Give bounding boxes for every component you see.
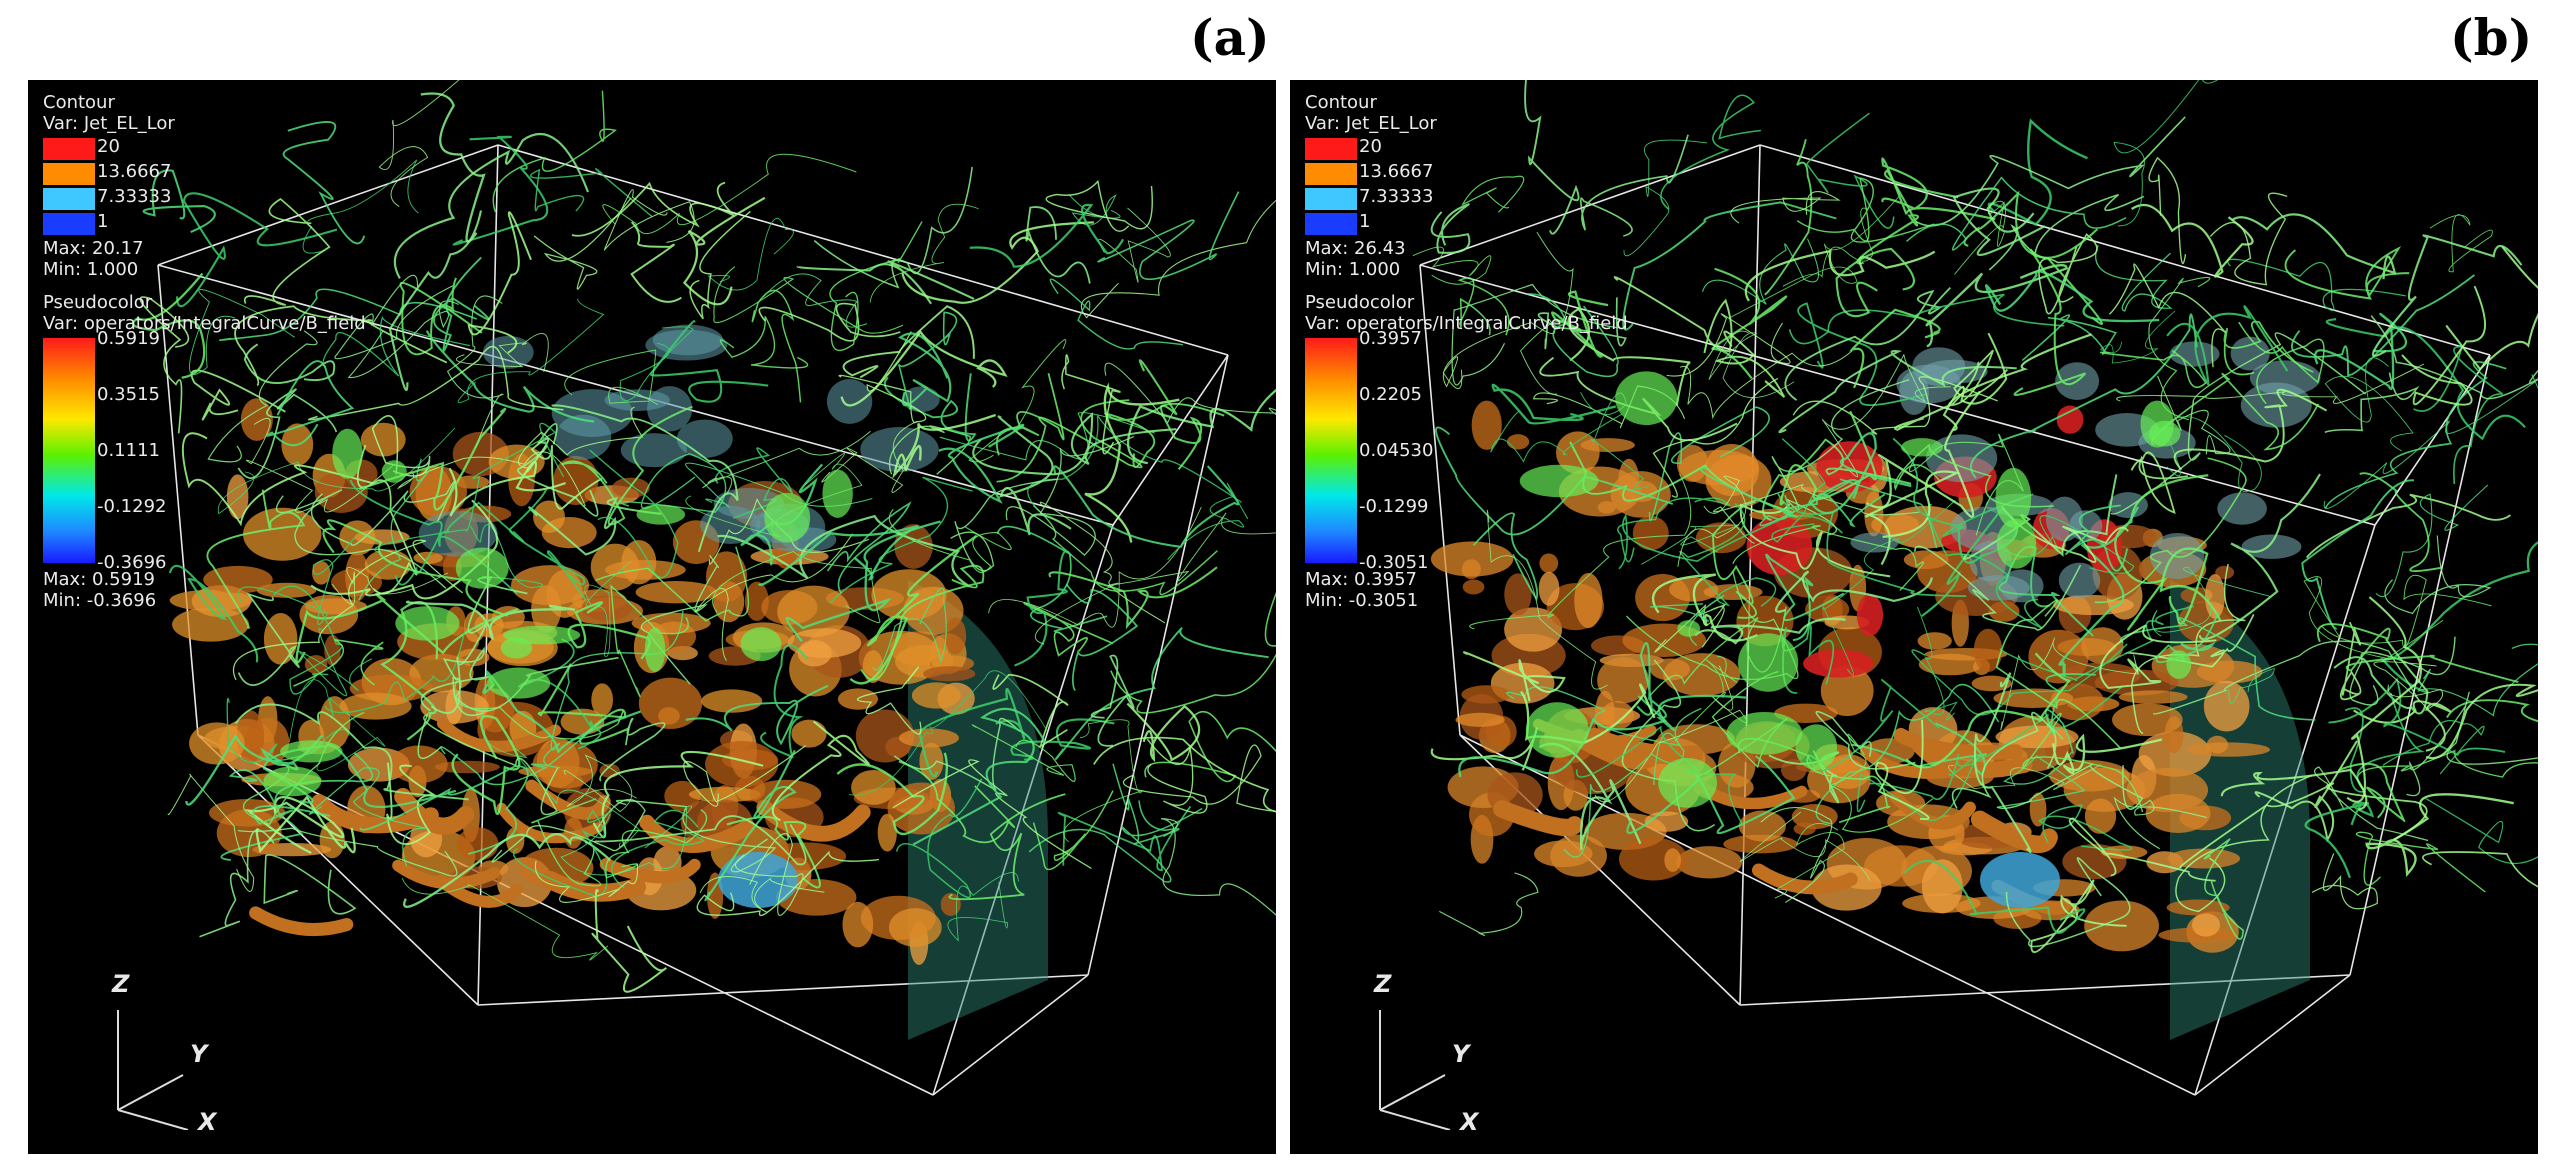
pseudocolor-tick: 0.5919	[97, 328, 160, 349]
contour-swatch-3	[1305, 213, 1357, 235]
panel-a-legend: Contour Var: Jet_EL_Lor 20 13.6667 7.333…	[43, 92, 366, 611]
z-axis-label: Z	[112, 970, 130, 998]
contour-swatch-1	[1305, 163, 1357, 185]
pseudocolor-tick: 0.04530	[1359, 440, 1434, 461]
contour-level-label: 7.33333	[1359, 186, 1434, 207]
pseudocolor-min: Min: -0.3051	[1305, 590, 1419, 611]
contour-min: Min: 1.000	[43, 259, 139, 280]
contour-title: Contour	[1305, 92, 1377, 113]
contour-levels: 20 13.6667 7.33333 1	[43, 136, 366, 238]
pseudocolor-colorbar: 0.5919 0.3515 0.1111 -0.1292 -0.3696	[43, 328, 366, 573]
y-axis-label: Y	[1452, 1040, 1470, 1068]
contour-var: Var: Jet_EL_Lor	[43, 113, 175, 134]
pseudocolor-tick: -0.3696	[97, 552, 167, 573]
contour-level-label: 13.6667	[1359, 161, 1434, 182]
contour-title: Contour	[43, 92, 115, 113]
pseudocolor-tick: -0.1292	[97, 496, 167, 517]
contour-level-label: 1	[1359, 211, 1371, 232]
contour-level-label: 1	[97, 211, 109, 232]
contour-var: Var: Jet_EL_Lor	[1305, 113, 1437, 134]
pseudocolor-var: Var: operators/IntegralCurve/B_field	[43, 313, 366, 334]
contour-levels: 20 13.6667 7.33333 1	[1305, 136, 1628, 238]
pseudocolor-var: Var: operators/IntegralCurve/B_field	[1305, 313, 1628, 334]
pseudocolor-tick: 0.2205	[1359, 384, 1422, 405]
contour-swatch-2	[1305, 188, 1357, 210]
pseudocolor-max: Max: 0.5919	[43, 569, 155, 590]
contour-swatch-0	[43, 138, 95, 160]
field-lines	[1412, 80, 2538, 953]
panel-b-3d-render	[1412, 80, 2538, 1096]
pseudocolor-tick: 0.3515	[97, 384, 160, 405]
contour-max: Max: 26.43	[1305, 238, 1406, 259]
contour-max: Max: 20.17	[43, 238, 144, 259]
pseudocolor-max: Max: 0.3957	[1305, 569, 1417, 590]
x-axis-label: X	[198, 1108, 217, 1136]
pseudocolor-title: Pseudocolor	[43, 292, 153, 313]
y-axis-label: Y	[190, 1040, 208, 1068]
panel-b-tag: (b)	[2450, 8, 2533, 67]
pseudocolor-min: Min: -0.3696	[43, 590, 157, 611]
panel-a-tag: (a)	[1190, 8, 1270, 67]
panel-a-3d-render	[132, 80, 1276, 1096]
pseudocolor-tick: 0.1111	[97, 440, 160, 461]
contour-swatch-2	[43, 188, 95, 210]
panel-b-axis-triad: Z Y X	[1360, 970, 1560, 1136]
contour-level-label: 7.33333	[97, 186, 172, 207]
pseudocolor-tick: -0.1299	[1359, 496, 1429, 517]
x-axis-label: X	[1460, 1108, 1479, 1136]
panel-a-visualization: Contour Var: Jet_EL_Lor 20 13.6667 7.333…	[28, 80, 1276, 1154]
axis-triad-lines	[1379, 1010, 1451, 1131]
panel-b-visualization: Contour Var: Jet_EL_Lor 20 13.6667 7.333…	[1290, 80, 2538, 1154]
pseudocolor-colorbar: 0.3957 0.2205 0.04530 -0.1299 -0.3051	[1305, 328, 1628, 573]
contour-level-label: 13.6667	[97, 161, 172, 182]
contour-swatch-3	[43, 213, 95, 235]
panel-a-axis-triad: Z Y X	[98, 970, 298, 1136]
z-axis-label: Z	[1374, 970, 1392, 998]
pseudocolor-tick: 0.3957	[1359, 328, 1422, 349]
contour-swatch-1	[43, 163, 95, 185]
field-lines	[132, 80, 1276, 993]
contour-swatch-0	[1305, 138, 1357, 160]
contour-level-label: 20	[97, 136, 120, 157]
contour-min: Min: 1.000	[1305, 259, 1401, 280]
pseudocolor-ramp	[43, 338, 95, 563]
pseudocolor-ramp	[1305, 338, 1357, 563]
axis-triad-lines	[117, 1010, 189, 1131]
pseudocolor-title: Pseudocolor	[1305, 292, 1415, 313]
pseudocolor-tick: -0.3051	[1359, 552, 1429, 573]
panel-b-legend: Contour Var: Jet_EL_Lor 20 13.6667 7.333…	[1305, 92, 1628, 611]
contour-level-label: 20	[1359, 136, 1382, 157]
